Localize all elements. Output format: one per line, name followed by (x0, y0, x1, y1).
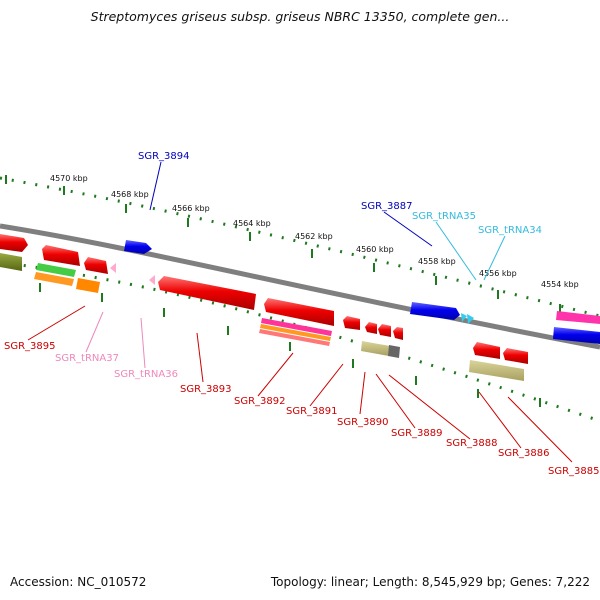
gene-orange-stack[interactable] (34, 272, 74, 286)
label-sgr-trna35[interactable]: SGR_tRNA35 (412, 211, 476, 222)
gene-red-a[interactable] (42, 245, 80, 266)
gene-orange-small[interactable] (76, 278, 100, 293)
gene-sgr-3887[interactable] (410, 302, 460, 320)
gene-sgr-3893[interactable] (158, 276, 256, 310)
gene-green-stack[interactable] (36, 263, 76, 277)
label-sgr-3886[interactable]: SGR_3886 (498, 448, 550, 459)
label-sgr-3888[interactable]: SGR_3888 (446, 438, 498, 449)
gene-khaki-a[interactable] (361, 341, 390, 356)
label-sgr-3885[interactable]: SGR_3885 (548, 466, 600, 477)
gene-red-b[interactable] (84, 257, 108, 274)
gene-sgr-trna35[interactable] (461, 313, 467, 322)
gene-orange-stack-2[interactable] (260, 324, 331, 341)
gene-pink-stack[interactable] (261, 318, 332, 336)
label-connectors (27, 161, 573, 463)
gene-red-c[interactable] (503, 348, 528, 364)
label-sgr-3887[interactable]: SGR_3887 (361, 201, 413, 212)
lower-major-ticks (39, 283, 541, 407)
gene-labels[interactable]: SGR_3894 SGR_3887 SGR_tRNA35 SGR_tRNA34 … (4, 151, 600, 477)
map-title: Streptomyces griseus subsp. griseus NBRC… (90, 9, 510, 24)
gene-sgr-3892[interactable] (264, 298, 334, 326)
gene-sgr-3891[interactable] (343, 316, 360, 330)
gene-olive-left[interactable] (0, 253, 22, 271)
gene-sgr-trna36[interactable] (149, 275, 155, 285)
accession-text: Accession: NC_010572 (10, 575, 147, 589)
gene-red-left[interactable] (0, 234, 28, 252)
scale-label: 4570 kbp (50, 174, 88, 183)
genome-stats-text: Topology: linear; Length: 8,545,929 bp; … (270, 575, 590, 589)
genome-backbone (0, 223, 600, 350)
label-sgr-trna37[interactable]: SGR_tRNA37 (55, 353, 119, 364)
gene-sgr-trna34[interactable] (467, 314, 474, 324)
reverse-strand-genes[interactable] (0, 234, 528, 381)
gene-sgr-3889[interactable] (378, 324, 391, 337)
scale-label: 4554 kbp (541, 280, 579, 289)
gene-pink-right[interactable] (556, 311, 600, 324)
label-sgr-3894[interactable]: SGR_3894 (138, 151, 190, 162)
upper-scale-ticks (0, 176, 600, 318)
label-sgr-trna34[interactable]: SGR_tRNA34 (478, 225, 542, 236)
gene-sgr-3886[interactable] (473, 342, 500, 359)
gene-sgr-trna37[interactable] (110, 263, 116, 273)
scale-labels: 4570 kbp 4568 kbp 4566 kbp 4564 kbp 4562… (50, 174, 579, 289)
scale-label: 4568 kbp (111, 190, 149, 199)
gene-sgr-3890[interactable] (365, 322, 377, 334)
scale-label: 4562 kbp (295, 232, 333, 241)
label-sgr-trna36[interactable]: SGR_tRNA36 (114, 369, 178, 380)
scale-label: 4558 kbp (418, 257, 456, 266)
scale-label: 4556 kbp (479, 269, 517, 278)
label-sgr-3890[interactable]: SGR_3890 (337, 417, 389, 428)
scale-label: 4560 kbp (356, 245, 394, 254)
scale-label: 4566 kbp (172, 204, 210, 213)
label-sgr-3895[interactable]: SGR_3895 (4, 341, 56, 352)
gene-sgr-3894[interactable] (124, 240, 152, 254)
gene-salmon-stack[interactable] (259, 329, 330, 346)
gene-gray-a[interactable] (388, 345, 400, 358)
label-sgr-3891[interactable]: SGR_3891 (286, 406, 338, 417)
label-sgr-3892[interactable]: SGR_3892 (234, 396, 286, 407)
gene-khaki-b[interactable] (469, 360, 524, 381)
gene-sgr-3888[interactable] (393, 327, 403, 340)
scale-label: 4564 kbp (233, 219, 271, 228)
gene-blue-right[interactable] (553, 327, 600, 344)
label-sgr-3889[interactable]: SGR_3889 (391, 428, 443, 439)
label-sgr-3893[interactable]: SGR_3893 (180, 384, 232, 395)
forward-strand-genes[interactable] (124, 240, 600, 344)
